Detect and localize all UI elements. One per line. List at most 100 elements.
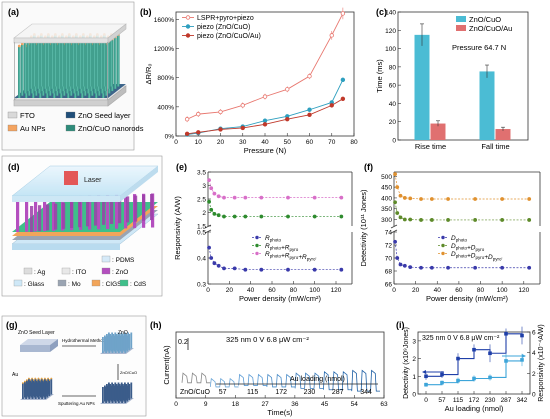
photocurrent-trace: [181, 372, 211, 384]
legend-swatch-d: [57, 279, 67, 287]
series-line-b: [187, 98, 344, 135]
legend-label-d: : Glass: [24, 281, 45, 288]
legend-main: D: [451, 251, 456, 258]
zno-nanorod: [34, 197, 38, 232]
data-point-i: [488, 351, 492, 356]
data-point: [527, 218, 532, 222]
legend-swatch-a: [7, 111, 18, 119]
data-point-i: [456, 356, 460, 361]
data-point: [259, 195, 264, 200]
data-point-b: [184, 117, 190, 122]
bar-c: [414, 34, 430, 140]
x-tick-label-h: 27: [262, 401, 270, 408]
legend-label: Rphoto: [265, 235, 281, 243]
mini-rod: [47, 378, 49, 395]
x-axis-label-b: Pressure (N): [244, 146, 287, 155]
legend-sub: pyro: [289, 247, 298, 252]
data-point: [419, 197, 423, 201]
legend-swatch-d: [13, 279, 23, 287]
legend-swatch-a: [65, 111, 76, 119]
mini-rod: [114, 332, 117, 349]
y-tick-label-upper: 400: [381, 195, 392, 202]
y-tick-label-upper: 500: [381, 174, 392, 181]
data-point: [209, 186, 214, 191]
mini-rod: [111, 382, 113, 399]
zno-nanorod: [142, 194, 146, 221]
x-tick-label-b: 20: [217, 139, 225, 146]
nanorod: [100, 36, 103, 89]
au-nanoparticle: [17, 44, 21, 48]
x-tick-label-h: 36: [291, 401, 299, 408]
nanorod: [37, 36, 40, 89]
y-tick-label-right-i: 4: [532, 350, 536, 357]
mini-rod: [35, 380, 38, 396]
label-zno-cuo: ZnO/CuO: [120, 370, 137, 375]
mini-rod: [38, 380, 41, 396]
legend-label-d: : ITO: [72, 269, 86, 276]
mini-rod: [40, 378, 43, 395]
axis-break-mark: [204, 229, 212, 234]
mini-rod: [37, 378, 40, 395]
loading-label-h: 230: [304, 389, 316, 396]
data-point-i: [456, 378, 460, 383]
label-seed-layer: ZnO Seed Layer: [18, 330, 55, 336]
legend-sub: pyro: [475, 255, 484, 260]
zno-nanorod: [70, 202, 74, 228]
label-sputtering: Sputtering Au NPs: [58, 401, 96, 406]
axis-break-mark: [390, 229, 398, 234]
data-point: [393, 200, 397, 205]
legend-label-a: ZnO/CuO nanorods: [78, 124, 144, 133]
x-tick-label-i: 172: [469, 397, 480, 404]
nanorod: [96, 34, 99, 87]
legend-sub: pyro': [307, 257, 317, 262]
data-point-i: [472, 376, 476, 381]
data-point-b: [196, 111, 201, 117]
x-tick-label-i: 115: [453, 397, 464, 404]
legend-sub: photo: [456, 238, 468, 243]
data-point: [207, 245, 211, 250]
y-tick-label-b: 800%: [157, 75, 174, 82]
bar-c: [479, 71, 495, 140]
mini-rod: [22, 383, 24, 399]
zno-nanorod: [54, 203, 58, 230]
x-tick-label-c: Fall time: [481, 142, 509, 151]
legend-sub: photo: [270, 254, 282, 259]
nanorod: [58, 36, 61, 89]
data-point: [232, 195, 237, 200]
mini-rod: [102, 337, 104, 353]
loading-label-h: 115: [247, 389, 258, 396]
nanorod: [68, 34, 71, 87]
nanorod: [110, 34, 113, 87]
legend-sub: pyro: [289, 255, 298, 260]
nanorod: [72, 36, 75, 89]
legend-marker: [255, 251, 259, 256]
y-tick-label-lower: 70: [385, 256, 393, 263]
legend-swatch-c: [456, 16, 466, 22]
axis-arrow-head-left-i: [422, 370, 426, 374]
mini-rod: [130, 332, 133, 349]
mini-rod: [24, 381, 26, 398]
data-point-i: [504, 331, 508, 336]
data-point-b: [218, 127, 223, 132]
mini-rod: [29, 380, 31, 396]
x-tick-label: 20: [226, 287, 234, 294]
x-tick-label-h: 63: [380, 401, 388, 408]
mini-rod: [112, 334, 115, 350]
mini-au: [47, 377, 49, 380]
mini-rod: [125, 384, 127, 400]
mini-rod: [111, 332, 113, 349]
label-au: Au: [12, 372, 18, 378]
mini-rod: [115, 334, 118, 350]
y-tick-label-left-i: 0: [412, 392, 416, 399]
mini-au: [40, 377, 43, 380]
legend-label-b: LSPR+pyro+piezo: [197, 15, 254, 22]
y-axis-label-left-i: Detectivity (x10⁹Jones): [403, 327, 410, 399]
nanorod: [44, 36, 47, 89]
data-point: [446, 218, 450, 222]
x-tick-label: 100: [309, 287, 320, 294]
legend-swatch-d: [119, 279, 129, 287]
x-axis-label: Power density (mW/cm²): [239, 294, 322, 303]
data-point-i: [440, 380, 444, 385]
legend-marker: [441, 251, 445, 256]
data-point: [222, 214, 226, 219]
